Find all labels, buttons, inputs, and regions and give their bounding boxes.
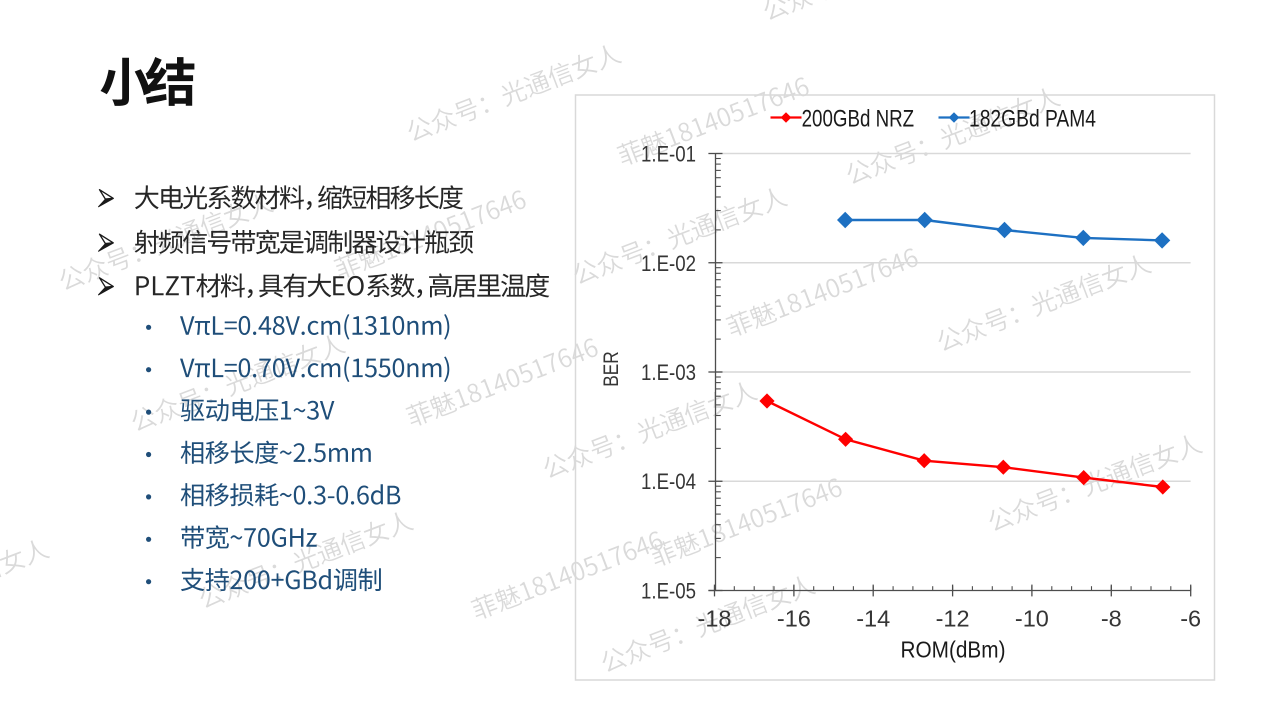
svg-text:-12: -12	[936, 606, 970, 632]
svg-text:1.E-01: 1.E-01	[641, 142, 696, 167]
svg-text:1.E-02: 1.E-02	[641, 251, 696, 276]
svg-text:-14: -14	[856, 606, 890, 632]
svg-text:-18: -18	[698, 606, 732, 632]
svg-text:1.E-03: 1.E-03	[641, 360, 696, 385]
svg-text:-6: -6	[1180, 606, 1201, 632]
svg-text:200GBd NRZ: 200GBd NRZ	[802, 106, 915, 133]
svg-text:1.E-05: 1.E-05	[641, 579, 696, 604]
svg-text:-16: -16	[777, 606, 811, 632]
svg-text:ROM(dBm): ROM(dBm)	[901, 637, 1006, 663]
svg-text:-8: -8	[1101, 606, 1122, 632]
svg-text:BER: BER	[599, 351, 623, 387]
svg-text:182GBd PAM4: 182GBd PAM4	[969, 106, 1096, 133]
svg-text:-10: -10	[1015, 606, 1049, 632]
svg-text:1.E-04: 1.E-04	[641, 469, 696, 494]
